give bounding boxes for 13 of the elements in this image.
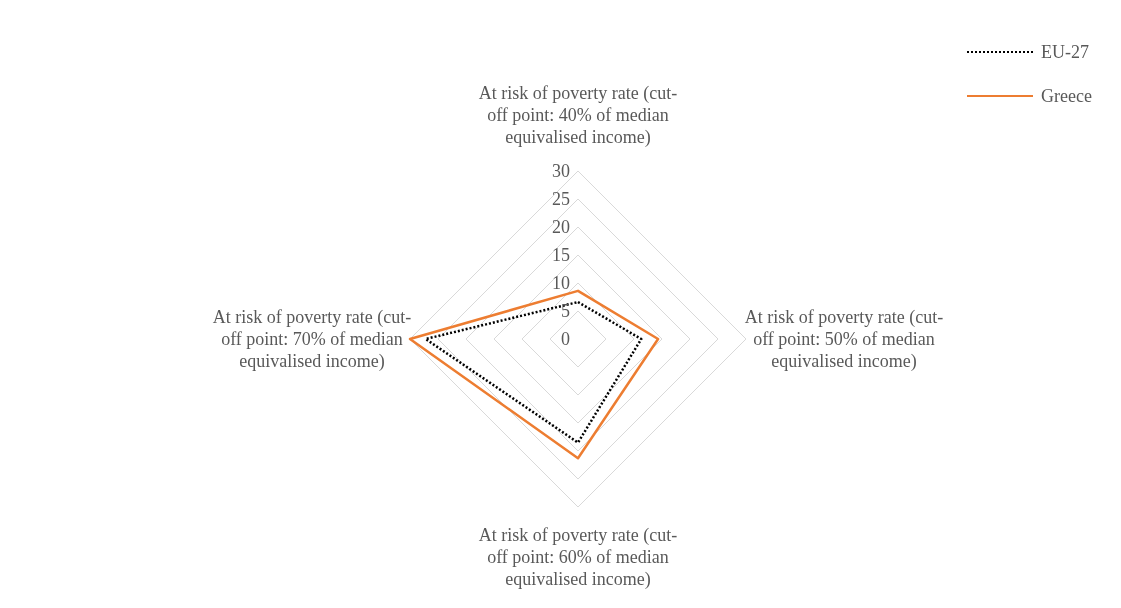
spoke-label: At risk of poverty rate (cut-off point: 60% of median equivalised income): [478, 525, 678, 590]
spoke-label: At risk of poverty rate (cut-off point: 50% of median equivalised income): [744, 307, 944, 372]
y-tick-label: 15: [552, 245, 570, 265]
y-tick-label: 20: [552, 217, 570, 237]
legend-label: Greece: [1041, 85, 1092, 107]
spoke-label: At risk of poverty rate (cut-off point: 40% of median equivalised income): [478, 83, 678, 148]
spoke-label: At risk of poverty rate (cut-off point: 70% of median equivalised income): [212, 307, 412, 372]
y-tick-label: 5: [561, 301, 570, 321]
legend-label: EU-27: [1041, 41, 1090, 63]
y-tick-label: 25: [552, 189, 570, 209]
y-tick-label: 0: [561, 329, 570, 349]
y-tick-label: 10: [552, 273, 570, 293]
y-tick-label: 30: [552, 161, 570, 181]
